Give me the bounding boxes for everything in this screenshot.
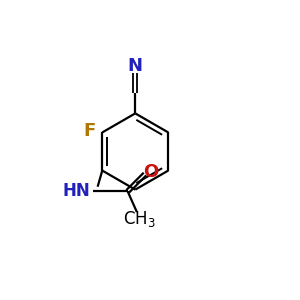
Text: CH$_3$: CH$_3$ <box>123 209 156 229</box>
Text: N: N <box>128 57 143 75</box>
Text: O: O <box>143 163 158 181</box>
Text: HN: HN <box>63 182 91 200</box>
Text: F: F <box>83 122 95 140</box>
